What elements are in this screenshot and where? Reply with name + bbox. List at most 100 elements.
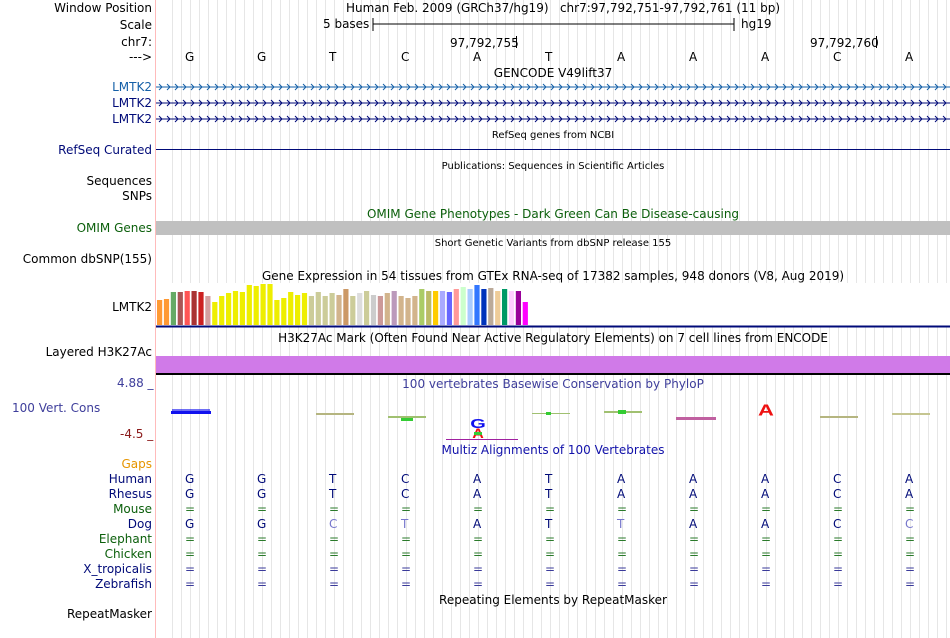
gtex-tissue-bar[interactable] (439, 291, 446, 325)
gtex-tissue-bar[interactable] (357, 293, 363, 325)
multiz-species-label[interactable]: Zebrafish (95, 577, 152, 591)
gtex-tissue-bar[interactable] (184, 291, 190, 325)
gtex-tissue-bar[interactable] (315, 292, 321, 325)
gtex-tissue-bar[interactable] (502, 289, 508, 325)
multiz-species-label[interactable]: Rhesus (108, 487, 152, 501)
gtex-tissue-bar[interactable] (495, 291, 501, 325)
h3k27ac-signal[interactable] (156, 356, 950, 373)
gtex-track-label[interactable]: LMTK2 (112, 300, 152, 314)
gtex-tissue-bar[interactable] (267, 284, 273, 325)
gtex-tissue-bar[interactable] (412, 296, 418, 325)
gencode-transcripts[interactable] (156, 80, 950, 128)
gtex-tissue-bar[interactable] (198, 292, 204, 325)
omim-track-label[interactable]: OMIM Genes (76, 221, 152, 235)
strand-label[interactable]: ---> (128, 50, 152, 64)
publications-snps-label[interactable]: SNPs (122, 189, 152, 203)
gtex-tissue-bar[interactable] (308, 296, 314, 325)
gtex-tissue-bar[interactable] (433, 291, 439, 325)
multiz-gaps-label[interactable]: Gaps (121, 457, 152, 471)
multiz-species-label[interactable]: Elephant (98, 532, 152, 546)
multiz-species-label[interactable]: X_tropicalis (83, 562, 152, 576)
multiz-aligned-base: = (329, 502, 340, 516)
gtex-tissue-bar[interactable] (405, 298, 411, 325)
phylop-logo[interactable]: G A A (156, 398, 950, 442)
multiz-aligned-base: C (905, 517, 914, 531)
gtex-tissue-bar[interactable] (377, 296, 383, 325)
h3k27ac-track-label[interactable]: Layered H3K27Ac (45, 345, 152, 359)
gtex-tissue-bar[interactable] (226, 293, 232, 325)
gtex-tissue-bar[interactable] (219, 296, 225, 325)
gtex-tissue-bar[interactable] (522, 302, 528, 325)
multiz-species-label[interactable]: Mouse (113, 502, 152, 516)
multiz-species-label[interactable]: Dog (127, 517, 152, 531)
gencode-item-label[interactable]: LMTK2 (112, 96, 152, 110)
gtex-tissue-bar[interactable] (460, 287, 466, 325)
gtex-tissue-bar[interactable] (343, 289, 349, 325)
gencode-item-label[interactable]: LMTK2 (112, 112, 152, 126)
gtex-tissue-bar[interactable] (391, 291, 397, 325)
gtex-tissue-bar[interactable] (253, 286, 259, 325)
gtex-tissue-bar[interactable] (453, 289, 459, 325)
scale-label[interactable]: Scale (119, 18, 152, 32)
gtex-tissue-bar[interactable] (170, 292, 176, 325)
gtex-tissue-bar[interactable] (364, 291, 370, 325)
gtex-tissue-bar[interactable] (446, 292, 452, 325)
gtex-tissue-bar[interactable] (281, 298, 287, 325)
gtex-tissue-bar[interactable] (191, 291, 197, 325)
strand-chevron-icon (422, 99, 427, 107)
refseq-track-label[interactable]: RefSeq Curated (58, 143, 152, 157)
strand-chevron-icon (270, 99, 275, 107)
gtex-tissue-bar[interactable] (232, 291, 239, 325)
gtex-tissue-bar[interactable] (239, 292, 245, 325)
strand-chevron-icon (846, 99, 851, 107)
phylop-track-label[interactable]: 100 Vert. Cons (12, 401, 101, 415)
strand-chevron-icon (182, 83, 187, 91)
gtex-tissue-bar[interactable] (205, 296, 211, 325)
gtex-tissue-bar[interactable] (274, 300, 280, 325)
chrom-label[interactable]: chr7: (121, 35, 152, 49)
multiz-species-label[interactable]: Chicken (104, 547, 152, 561)
gtex-tissue-bar[interactable] (295, 295, 301, 325)
gtex-tissue-bar[interactable] (467, 289, 473, 325)
gtex-tissue-bar[interactable] (322, 296, 328, 325)
gtex-tissue-bar[interactable] (398, 296, 404, 325)
strand-chevron-icon (470, 83, 475, 91)
gtex-tissue-bar[interactable] (177, 292, 183, 325)
omim-gene-bar[interactable] (156, 221, 950, 235)
gtex-tissue-bar[interactable] (212, 302, 218, 325)
gtex-tissue-bar[interactable] (336, 295, 342, 325)
gtex-tissue-bar[interactable] (163, 299, 170, 325)
strand-chevron-icon (486, 115, 491, 123)
gtex-tissue-bar[interactable] (384, 293, 390, 325)
dbsnp-track-label[interactable]: Common dbSNP(155) (22, 252, 152, 266)
strand-chevron-icon (590, 83, 595, 91)
window-position-label[interactable]: Window Position (54, 1, 152, 15)
multiz-species-label[interactable]: Human (108, 472, 152, 486)
gtex-tissue-bar[interactable] (260, 284, 266, 325)
publications-sequences-label[interactable]: Sequences (86, 174, 152, 188)
multiz-aligned-base: = (761, 532, 772, 546)
gtex-tissue-bar[interactable] (508, 291, 515, 325)
refseq-gene-line[interactable] (156, 149, 950, 150)
strand-chevron-icon (318, 83, 323, 91)
gtex-tissue-bar[interactable] (288, 292, 294, 325)
strand-chevron-icon (206, 83, 211, 91)
strand-chevron-icon (670, 99, 675, 107)
gtex-tissue-bar[interactable] (350, 296, 356, 325)
gtex-tissue-bar[interactable] (515, 291, 521, 325)
gtex-tissue-bar[interactable] (157, 300, 163, 325)
gtex-tissue-bar[interactable] (426, 291, 432, 325)
gtex-tissue-bar[interactable] (246, 285, 252, 325)
gtex-tissue-bar[interactable] (474, 285, 480, 325)
gtex-tissue-bar[interactable] (481, 289, 487, 325)
multiz-aligned-base: = (329, 547, 340, 561)
gtex-tissue-bar[interactable] (419, 289, 425, 325)
multiz-aligned-base: = (833, 562, 844, 576)
gtex-tissue-bar[interactable] (488, 288, 494, 325)
gtex-tissue-bar[interactable] (329, 293, 335, 325)
gtex-tissue-bar[interactable] (301, 293, 308, 325)
gtex-tissue-bar[interactable] (370, 295, 377, 325)
gtex-bar-chart[interactable] (156, 283, 950, 328)
gencode-item-label[interactable]: LMTK2 (112, 80, 152, 94)
repeatmasker-track-label[interactable]: RepeatMasker (66, 607, 152, 621)
